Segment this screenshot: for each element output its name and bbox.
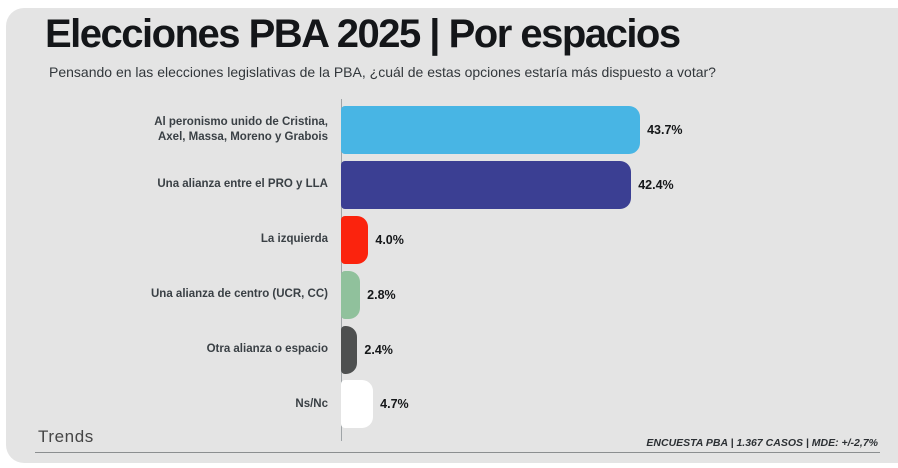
y-axis-baseline [341, 99, 342, 441]
bar-row: Una alianza entre el PRO y LLA 42.4% [55, 158, 674, 213]
bar-row: Otra alianza o espacio 2.4% [55, 322, 649, 377]
page-title: Elecciones PBA 2025 | Por espacios [45, 12, 681, 56]
bar-category-label: La izquierda [260, 233, 328, 246]
bar-row: La izquierda 4.0% [55, 213, 649, 268]
bar-segment [341, 380, 374, 429]
chart-canvas [6, 8, 898, 463]
chart-question-subtitle: Pensando en las elecciones legislativas … [49, 64, 716, 80]
bar-value-label: 4.0% [375, 232, 404, 247]
bar-value-label: 4.7% [380, 397, 409, 412]
bar-category-label: Una alianza de centro (UCR, CC) [151, 288, 328, 301]
bar-segment [341, 325, 358, 374]
survey-source-note: ENCUESTA PBA | 1.367 CASOS | MDE: +/-2,7… [646, 437, 878, 449]
bar-rows: Al peronismo unido de Cristina, Axel, Ma… [55, 103, 683, 432]
bar-track: 43.7% [341, 106, 683, 155]
bar-segment [341, 161, 632, 210]
bar-segment [341, 215, 369, 264]
bar-row: Al peronismo unido de Cristina, Axel, Ma… [55, 103, 683, 158]
bar-segment [341, 106, 641, 155]
bar-row: Una alianza de centro (UCR, CC) 2.8% [55, 267, 649, 322]
bar-track: 42.4% [341, 161, 674, 210]
bar-value-label: 42.4% [638, 178, 674, 193]
bar-value-label: 43.7% [647, 123, 683, 138]
bar-track: 4.7% [341, 380, 649, 429]
footer-divider [35, 452, 880, 453]
bar-track: 4.0% [341, 215, 649, 264]
bar-track: 2.8% [341, 270, 649, 319]
brand-logo-trends: Trends [38, 427, 94, 446]
bar-value-label: 2.4% [364, 342, 393, 357]
bar-category-label: Ns/Nc [295, 397, 328, 410]
bar-segment [341, 270, 361, 319]
bar-row: Ns/Nc 4.7% [55, 377, 649, 432]
bar-track: 2.4% [341, 325, 649, 374]
bar-category-label: Una alianza entre el PRO y LLA [157, 178, 328, 191]
bar-category-label: Al peronismo unido de Cristina, Axel, Ma… [154, 115, 328, 144]
bar-value-label: 2.8% [367, 287, 396, 302]
bar-category-label: Otra alianza o espacio [206, 342, 328, 355]
